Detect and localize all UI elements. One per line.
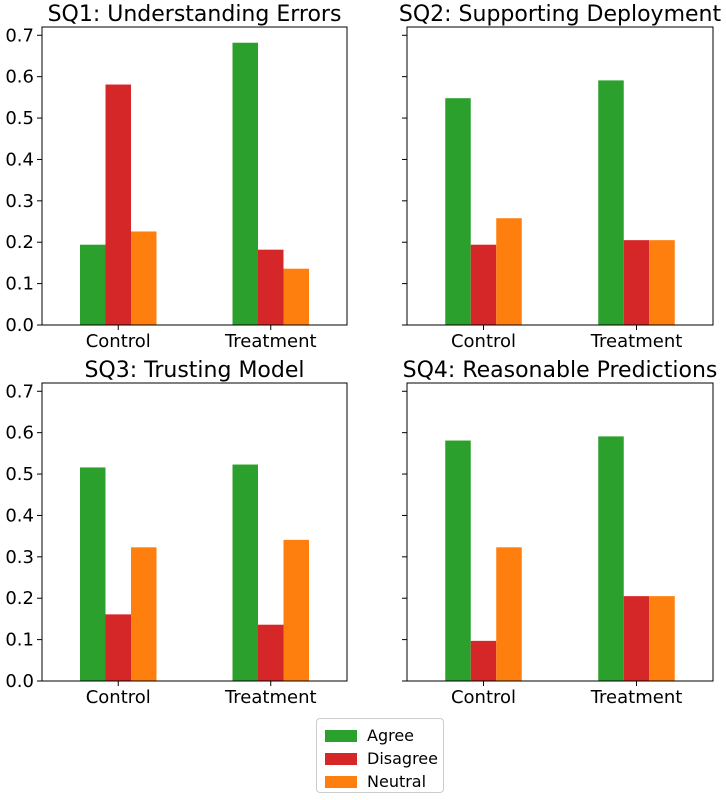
y-tick-label: 0.2 [5, 588, 34, 609]
y-tick-label: 0.2 [5, 232, 34, 253]
chart-title: SQ3: Trusting Model [84, 358, 304, 383]
chart-panel-2: SQ2: Supporting Deployment Control Treatme… [399, 2, 722, 352]
bar-disagree-control [105, 614, 131, 681]
bar-disagree-treatment [623, 596, 650, 681]
bar-agree-control [445, 98, 471, 325]
legend-swatch-disagree [325, 752, 357, 765]
chart-title: SQ1: Understanding Errors [48, 2, 342, 27]
x-tick-label-control: Control [86, 331, 151, 352]
chart-panel-1: SQ1: Understanding Errors 0.0 0.1 0.2 0.3 0.4… [5, 2, 348, 352]
bar-agree-control [445, 440, 471, 681]
bar-agree-control [80, 467, 106, 681]
legend-swatch-agree [325, 729, 357, 742]
x-tick-label-treatment: Treatment [224, 687, 317, 708]
chart-title: SQ4: Reasonable Predictions [403, 358, 718, 383]
legend-label-disagree: Disagree [367, 749, 438, 768]
bar-agree-treatment [598, 436, 624, 681]
x-tick-label-treatment: Treatment [590, 687, 683, 708]
bar-disagree-control [470, 640, 497, 681]
y-tick-label: 0.6 [5, 423, 34, 444]
y-tick-label: 0.7 [5, 25, 34, 46]
legend-label-neutral: Neutral [367, 772, 427, 791]
bar-agree-treatment [232, 464, 258, 681]
legend-item-neutral: Neutral [325, 770, 443, 793]
x-tick-label-treatment: Treatment [224, 331, 317, 352]
bar-disagree-control [105, 84, 131, 326]
legend-swatch-neutral [325, 775, 357, 788]
y-tick-label: 0.5 [5, 464, 34, 485]
bar-neutral-treatment [283, 268, 309, 325]
axes-frame [406, 26, 714, 326]
axes-frame [41, 26, 348, 326]
y-tick-label: 0.3 [5, 191, 34, 212]
y-tick-label: 0.1 [5, 630, 34, 651]
bar-neutral-control [131, 547, 157, 681]
chart-panel-3: SQ3: Trusting Model 0.0 0.1 0.2 0.3 0.4 0.5 0.6… [5, 358, 348, 708]
bar-disagree-control [470, 244, 497, 325]
bar-disagree-treatment [258, 624, 284, 681]
x-tick-label-control: Control [86, 687, 151, 708]
axes-frame [406, 382, 714, 682]
y-tick-label: 0.1 [5, 274, 34, 295]
y-tick-label: 0.3 [5, 547, 34, 568]
y-tick-label: 0.0 [5, 315, 34, 336]
bar-neutral-control [131, 231, 157, 325]
chart-title: SQ2: Supporting Deployment [399, 2, 722, 27]
bar-neutral-treatment [649, 240, 675, 325]
y-tick-label: 0.7 [5, 381, 34, 402]
chart-panel-4: SQ4: Reasonable Predictions Control Treatm… [402, 358, 717, 708]
bar-neutral-treatment [649, 596, 675, 681]
x-tick-label-control: Control [451, 687, 516, 708]
y-tick-label: 0.5 [5, 108, 34, 129]
x-tick-label-treatment: Treatment [590, 331, 683, 352]
legend-item-agree: Agree [325, 724, 443, 747]
axes-frame [41, 382, 348, 682]
bar-disagree-treatment [258, 249, 284, 325]
bar-agree-treatment [232, 42, 258, 325]
bar-agree-treatment [598, 80, 624, 326]
y-tick-label: 0.6 [5, 67, 34, 88]
legend-item-disagree: Disagree [325, 747, 443, 770]
bar-neutral-control [496, 547, 522, 681]
y-tick-label: 0.4 [5, 149, 34, 170]
bar-neutral-control [496, 218, 522, 325]
x-tick-label-control: Control [451, 331, 516, 352]
legend: Agree Disagree Neutral [316, 718, 444, 793]
bar-agree-control [80, 244, 106, 325]
bar-disagree-treatment [623, 240, 650, 325]
y-tick-label: 0.4 [5, 505, 34, 526]
legend-label-agree: Agree [367, 726, 415, 745]
bar-neutral-treatment [283, 539, 309, 681]
y-tick-label: 0.0 [5, 671, 34, 692]
